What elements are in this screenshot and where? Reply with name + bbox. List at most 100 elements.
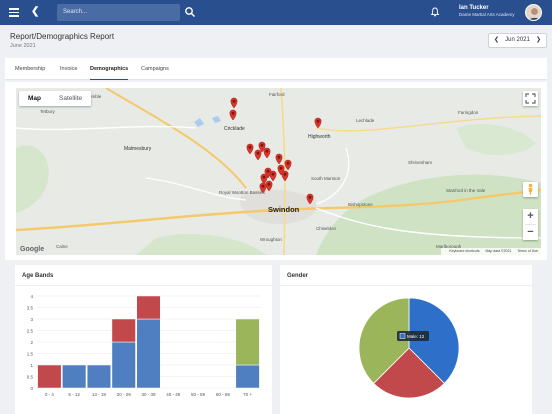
location-marker[interactable] xyxy=(306,193,314,205)
bar-segment[interactable] xyxy=(37,364,62,389)
y-tick-label: 1.5 xyxy=(27,351,34,356)
x-tick-label: 40 - 49 xyxy=(166,392,181,397)
x-tick-label: 70 + xyxy=(243,392,252,397)
x-tick-label: 30 - 39 xyxy=(141,392,156,397)
place-label: Wroughton xyxy=(260,237,282,242)
bar-segment[interactable] xyxy=(235,364,260,389)
pie-slice[interactable] xyxy=(373,347,445,399)
place-label: Royal Wootton Bassett xyxy=(219,190,265,195)
y-tick-label: 3.5 xyxy=(27,305,34,310)
tab-membership[interactable]: Membership xyxy=(15,66,46,72)
map-data-text: Map data ©2021 xyxy=(485,249,512,253)
place-label: Highworth xyxy=(308,134,331,140)
previous-month-icon[interactable]: ❮ xyxy=(494,37,500,43)
place-label: South Marston xyxy=(311,176,341,181)
menu-icon[interactable] xyxy=(9,6,19,19)
satellite-view-button[interactable]: Satellite xyxy=(59,95,83,102)
bar-segment[interactable] xyxy=(111,318,136,343)
zoom-controls: + − xyxy=(523,209,538,240)
report-tabs: Membership Invoice Demographics Campaign… xyxy=(5,58,547,80)
map-attribution: Keyboard shortcuts Map data ©2021 Terms … xyxy=(441,248,541,255)
bar-segment[interactable] xyxy=(235,318,260,366)
terms-of-use-link[interactable]: Terms of Use xyxy=(517,249,538,253)
page-title: Report/Demographics Report xyxy=(10,32,115,41)
place-label: Kemble xyxy=(86,94,102,99)
pie-slice[interactable] xyxy=(358,297,410,384)
map-view-button[interactable]: Map xyxy=(28,95,41,102)
search-input[interactable]: Search... xyxy=(57,4,180,21)
period-selector: ❮ Jun 2021 ❯ xyxy=(488,33,547,48)
y-tick-label: 4 xyxy=(30,294,33,299)
place-label: Tetbury xyxy=(40,109,56,114)
y-tick-label: 0 xyxy=(30,386,33,391)
x-tick-label: 5 - 12 xyxy=(68,392,80,397)
x-tick-label: 13 - 19 xyxy=(92,392,107,397)
location-marker[interactable] xyxy=(284,159,292,171)
x-tick-label: 50 - 59 xyxy=(191,392,206,397)
x-tick-label: 20 - 29 xyxy=(117,392,132,397)
zoom-in-button[interactable]: + xyxy=(527,210,534,222)
location-marker[interactable] xyxy=(281,170,289,182)
y-tick-label: 2.5 xyxy=(27,328,34,333)
y-tick-label: 0.5 xyxy=(27,374,34,379)
tab-invoice[interactable]: Invoice xyxy=(60,66,78,72)
place-label: Faringdon xyxy=(458,110,479,115)
age-bands-title: Age Bands xyxy=(22,273,54,279)
street-view-pegman-icon[interactable] xyxy=(523,182,538,197)
place-label: Bishopstone xyxy=(348,202,373,207)
x-tick-label: 0 - 4 xyxy=(45,392,55,397)
tab-demographics[interactable]: Demographics xyxy=(90,58,129,80)
location-marker[interactable] xyxy=(246,143,254,155)
keyboard-shortcuts-link[interactable]: Keyboard shortcuts xyxy=(449,249,480,253)
gender-title: Gender xyxy=(287,273,309,279)
location-marker[interactable] xyxy=(230,97,238,109)
place-label: Calne xyxy=(56,244,68,249)
location-marker[interactable] xyxy=(269,170,277,182)
user-organization: Dame Martial Arts Academy xyxy=(459,12,515,17)
location-marker[interactable] xyxy=(260,173,268,185)
location-marker[interactable] xyxy=(275,153,283,165)
y-tick-label: 3 xyxy=(30,317,33,322)
location-marker[interactable] xyxy=(258,141,266,153)
avatar[interactable] xyxy=(525,4,542,21)
pie-tooltip: Male: 12 xyxy=(397,331,429,341)
bar-segment[interactable] xyxy=(62,364,87,389)
x-tick-label: 60 - 69 xyxy=(216,392,231,397)
avatar-image xyxy=(526,5,541,20)
map-markers xyxy=(229,97,322,205)
bar-segment[interactable] xyxy=(111,341,136,389)
zoom-out-button[interactable]: − xyxy=(527,226,534,238)
fullscreen-icon[interactable] xyxy=(523,91,538,106)
back-arrow-icon[interactable]: ❮ xyxy=(31,6,40,17)
gender-card: Gender Male: 12 xyxy=(280,265,532,414)
pie-slice[interactable] xyxy=(408,297,460,384)
place-label: Cricklade xyxy=(224,126,245,132)
next-month-icon[interactable]: ❯ xyxy=(535,37,541,43)
place-label: Swindon xyxy=(268,205,300,214)
location-marker[interactable] xyxy=(254,149,262,161)
place-label: Fairford xyxy=(269,92,285,97)
location-marker[interactable] xyxy=(314,117,322,129)
map-canvas[interactable]: Tetbury Cricklade Highworth Malmesbury S… xyxy=(16,88,541,255)
age-bands-chart: 0 0.5 1 1.5 2 2.5 3 3.5 4 0 - 4 5 - 12 13 - 19 20 - … xyxy=(27,294,260,397)
bar-segment[interactable] xyxy=(86,364,111,389)
location-marker[interactable] xyxy=(229,109,237,121)
place-label: Marlborough xyxy=(436,244,462,249)
google-logo: Google xyxy=(20,246,45,253)
tooltip-text: Male: 12 xyxy=(407,334,425,339)
search-icon[interactable] xyxy=(184,6,196,18)
location-marker[interactable] xyxy=(265,180,273,192)
place-label: Shrivenham xyxy=(408,160,432,165)
tab-campaigns[interactable]: Campaigns xyxy=(141,66,169,72)
bell-icon[interactable] xyxy=(430,7,440,17)
place-label: Chiseldon xyxy=(316,226,337,231)
location-marker[interactable] xyxy=(259,182,267,194)
bar-segment[interactable] xyxy=(136,318,161,389)
location-marker[interactable] xyxy=(263,147,271,159)
place-label: Lechlade xyxy=(356,118,375,123)
bar-segment[interactable] xyxy=(136,295,161,320)
place-label: Stanford in the Vale xyxy=(446,188,486,193)
user-info[interactable]: Ian Tucker Dame Martial Arts Academy xyxy=(459,5,515,17)
member-location-map[interactable]: Tetbury Cricklade Highworth Malmesbury S… xyxy=(16,88,541,255)
map-card: Tetbury Cricklade Highworth Malmesbury S… xyxy=(5,82,547,260)
